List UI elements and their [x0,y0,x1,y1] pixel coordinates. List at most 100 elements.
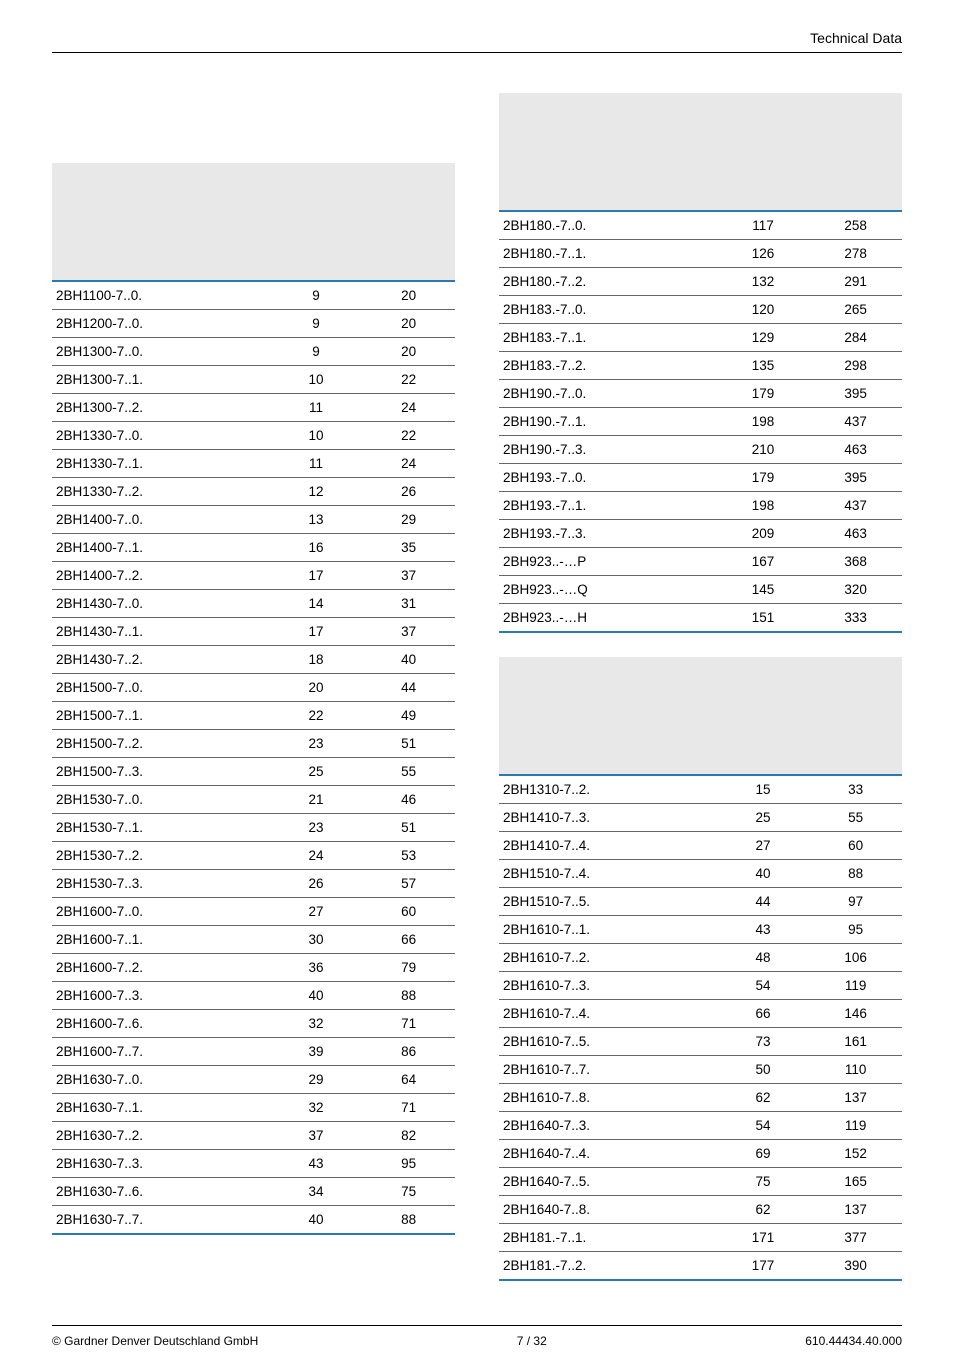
value-cell: 18 [270,646,363,674]
value-cell: 22 [270,702,363,730]
model-cell: 2BH180.-7..0. [499,211,717,240]
value-cell: 390 [809,1252,902,1281]
value-cell: 377 [809,1224,902,1252]
value-cell: 82 [362,1122,455,1150]
value-cell: 49 [362,702,455,730]
table-row: 2BH1610-7..3.54119 [499,972,902,1000]
table-row: 2BH1430-7..2.1840 [52,646,455,674]
model-cell: 2BH1610-7..7. [499,1056,717,1084]
value-cell: 25 [717,804,810,832]
value-cell: 27 [717,832,810,860]
value-cell: 9 [270,338,363,366]
value-cell: 333 [809,604,902,633]
model-cell: 2BH183.-7..2. [499,352,717,380]
table-row: 2BH1610-7..7.50110 [499,1056,902,1084]
value-cell: 198 [717,492,810,520]
value-cell: 22 [362,422,455,450]
model-cell: 2BH1400-7..1. [52,534,270,562]
value-cell: 119 [809,1112,902,1140]
table-row: 2BH1200-7..0.920 [52,310,455,338]
model-cell: 2BH1640-7..8. [499,1196,717,1224]
table-row: 2BH183.-7..0.120265 [499,296,902,324]
value-cell: 129 [717,324,810,352]
value-cell: 43 [270,1150,363,1178]
value-cell: 55 [809,804,902,832]
value-cell: 95 [809,916,902,944]
value-cell: 88 [362,1206,455,1235]
table-row: 2BH1400-7..0.1329 [52,506,455,534]
value-cell: 44 [362,674,455,702]
table-1: 2BH1100-7..0.9202BH1200-7..0.9202BH1300-… [52,163,455,1235]
value-cell: 51 [362,814,455,842]
value-cell: 320 [809,576,902,604]
value-cell: 145 [717,576,810,604]
value-cell: 31 [362,590,455,618]
value-cell: 66 [362,926,455,954]
value-cell: 126 [717,240,810,268]
table-row: 2BH1100-7..0.920 [52,281,455,310]
table-row: 2BH1310-7..2.1533 [499,775,902,804]
model-cell: 2BH1200-7..0. [52,310,270,338]
model-cell: 2BH180.-7..2. [499,268,717,296]
value-cell: 15 [717,775,810,804]
table-row: 2BH181.-7..1.171377 [499,1224,902,1252]
model-cell: 2BH1330-7..2. [52,478,270,506]
value-cell: 34 [270,1178,363,1206]
table-row: 2BH1610-7..5.73161 [499,1028,902,1056]
table-row: 2BH193.-7..3.209463 [499,520,902,548]
table-row: 2BH1640-7..8.62137 [499,1196,902,1224]
table-row: 2BH1500-7..2.2351 [52,730,455,758]
value-cell: 20 [270,674,363,702]
model-cell: 2BH1630-7..2. [52,1122,270,1150]
value-cell: 20 [362,310,455,338]
table-row: 2BH1630-7..0.2964 [52,1066,455,1094]
value-cell: 146 [809,1000,902,1028]
table-row: 2BH1500-7..3.2555 [52,758,455,786]
model-cell: 2BH1610-7..4. [499,1000,717,1028]
model-cell: 2BH1330-7..1. [52,450,270,478]
table-row: 2BH1610-7..2.48106 [499,944,902,972]
value-cell: 179 [717,464,810,492]
table-row: 2BH1400-7..1.1635 [52,534,455,562]
value-cell: 17 [270,562,363,590]
value-cell: 37 [270,1122,363,1150]
table-row: 2BH1640-7..5.75165 [499,1168,902,1196]
model-cell: 2BH1630-7..7. [52,1206,270,1235]
table-row: 2BH1630-7..6.3475 [52,1178,455,1206]
model-cell: 2BH1600-7..6. [52,1010,270,1038]
value-cell: 37 [362,562,455,590]
model-cell: 2BH1500-7..0. [52,674,270,702]
model-cell: 2BH1100-7..0. [52,281,270,310]
value-cell: 37 [362,618,455,646]
value-cell: 11 [270,450,363,478]
model-cell: 2BH1430-7..1. [52,618,270,646]
value-cell: 21 [270,786,363,814]
model-cell: 2BH1630-7..1. [52,1094,270,1122]
table-row: 2BH1430-7..1.1737 [52,618,455,646]
value-cell: 9 [270,310,363,338]
model-cell: 2BH1530-7..3. [52,870,270,898]
page-header: Technical Data [52,30,902,53]
value-cell: 368 [809,548,902,576]
table-row: 2BH1400-7..2.1737 [52,562,455,590]
value-cell: 54 [717,1112,810,1140]
model-cell: 2BH1410-7..3. [499,804,717,832]
value-cell: 13 [270,506,363,534]
value-cell: 30 [270,926,363,954]
table-row: 2BH1610-7..4.66146 [499,1000,902,1028]
model-cell: 2BH1510-7..5. [499,888,717,916]
value-cell: 11 [270,394,363,422]
model-cell: 2BH1610-7..8. [499,1084,717,1112]
value-cell: 9 [270,281,363,310]
table-row: 2BH1300-7..1.1022 [52,366,455,394]
model-cell: 2BH180.-7..1. [499,240,717,268]
value-cell: 64 [362,1066,455,1094]
table-row: 2BH180.-7..1.126278 [499,240,902,268]
value-cell: 24 [362,394,455,422]
value-cell: 167 [717,548,810,576]
table-row: 2BH1630-7..7.4088 [52,1206,455,1235]
value-cell: 117 [717,211,810,240]
table-row: 2BH180.-7..0.117258 [499,211,902,240]
model-cell: 2BH1430-7..0. [52,590,270,618]
table-row: 2BH1430-7..0.1431 [52,590,455,618]
